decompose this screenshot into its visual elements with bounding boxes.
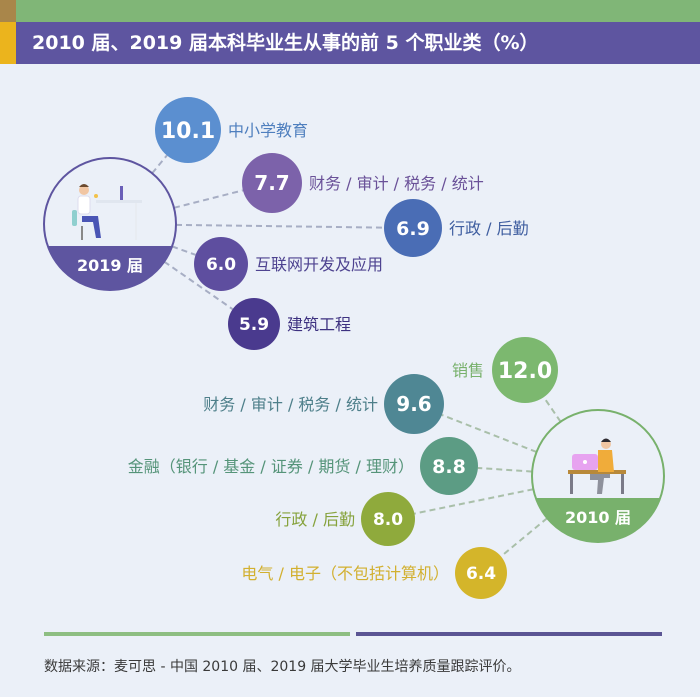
title-accent-block (0, 22, 16, 64)
top-accent-bar (16, 0, 700, 22)
bubble-circle (420, 437, 478, 495)
title-bar (16, 22, 700, 64)
footer-divider-purple (356, 632, 662, 636)
bubble-circle (361, 492, 415, 546)
chart-title: 2010 届、2019 届本科毕业生从事的前 5 个职业类（%） (32, 32, 539, 54)
group-hub-2019: 2019 届 (43, 157, 177, 291)
connector-line (414, 488, 534, 515)
bubble-item: 9.6 财务 / 审计 / 税务 / 统计 (203, 374, 444, 434)
bubble-label: 建筑工程 (287, 315, 351, 334)
bubble-value: 12.0 (498, 359, 552, 384)
bubble-item: 6.4 电气 / 电子（不包括计算机） (241, 547, 507, 599)
bubble-label: 行政 / 后勤 (449, 219, 529, 238)
bubble-value: 5.9 (239, 315, 269, 335)
bubble-label: 财务 / 审计 / 税务 / 统计 (309, 174, 484, 193)
connector-line (171, 245, 196, 256)
bubble-value: 8.0 (373, 510, 403, 530)
bubble-item: 5.9 建筑工程 (228, 298, 351, 350)
bubble-circle (492, 337, 558, 403)
connector-line (151, 154, 168, 174)
bubble-circle (455, 547, 507, 599)
bubble-item: 8.8 金融（银行 / 基金 / 证券 / 期货 / 理财） (128, 437, 478, 495)
bubble-item: 6.0 互联网开发及应用 (194, 237, 383, 291)
group-label: 2010 届 (565, 508, 631, 527)
bubble-item: 6.9 行政 / 后勤 (384, 199, 529, 257)
bubble-label: 金融（银行 / 基金 / 证券 / 期货 / 理财） (128, 457, 414, 476)
bubble-circle (194, 237, 248, 291)
connector-line (542, 396, 562, 423)
bubble-value: 7.7 (254, 171, 289, 195)
bubble-value: 6.4 (466, 564, 496, 584)
connector-line (477, 466, 533, 473)
bubble-value: 9.6 (396, 392, 431, 416)
connector-line (500, 517, 548, 558)
bubble-label: 销售 (452, 361, 484, 380)
top-accent-bar-left (0, 0, 16, 22)
bubble-value: 6.9 (396, 218, 430, 240)
connector-line (175, 223, 385, 229)
office-worker-at-desk-icon (72, 184, 142, 240)
bubble-item: 10.1 中小学教育 (155, 97, 308, 163)
footer-divider-green (44, 632, 350, 636)
bubble-circle (155, 97, 221, 163)
bubble-circle (242, 153, 302, 213)
data-source-note: 数据来源：麦可思 - 中国 2010 届、2019 届大学毕业生培养质量跟踪评价… (44, 659, 521, 675)
bubble-value: 6.0 (206, 255, 236, 275)
bubble-item: 12.0 销售 (452, 337, 558, 403)
bubble-label: 财务 / 审计 / 税务 / 统计 (203, 395, 378, 414)
connector-line (441, 414, 537, 453)
bubble-circle (384, 199, 442, 257)
group-label: 2019 届 (77, 256, 143, 275)
bubble-value: 8.8 (432, 456, 466, 478)
bubble-value: 10.1 (161, 119, 215, 144)
bubble-label: 电气 / 电子（不包括计算机） (241, 564, 449, 583)
bubble-item: 7.7 财务 / 审计 / 税务 / 统计 (242, 153, 484, 213)
bubble-chart: 2019 届 2010 届 10.1 中小学教育 7.7 财务 / 审计 / 税务 / … (43, 97, 665, 599)
bubble-label: 中小学教育 (228, 121, 308, 140)
connector-line (173, 189, 244, 209)
bubble-label: 行政 / 后勤 (275, 510, 355, 529)
worker-with-laptop-icon (568, 438, 626, 494)
group-hub-2010: 2010 届 (531, 409, 665, 543)
bubble-circle (228, 298, 280, 350)
bubble-item: 8.0 行政 / 后勤 (275, 492, 415, 546)
hub-ring (43, 157, 177, 291)
bubble-circle (384, 374, 444, 434)
bubble-label: 互联网开发及应用 (255, 255, 383, 274)
hub-ring (531, 409, 665, 543)
connector-line (163, 260, 234, 310)
